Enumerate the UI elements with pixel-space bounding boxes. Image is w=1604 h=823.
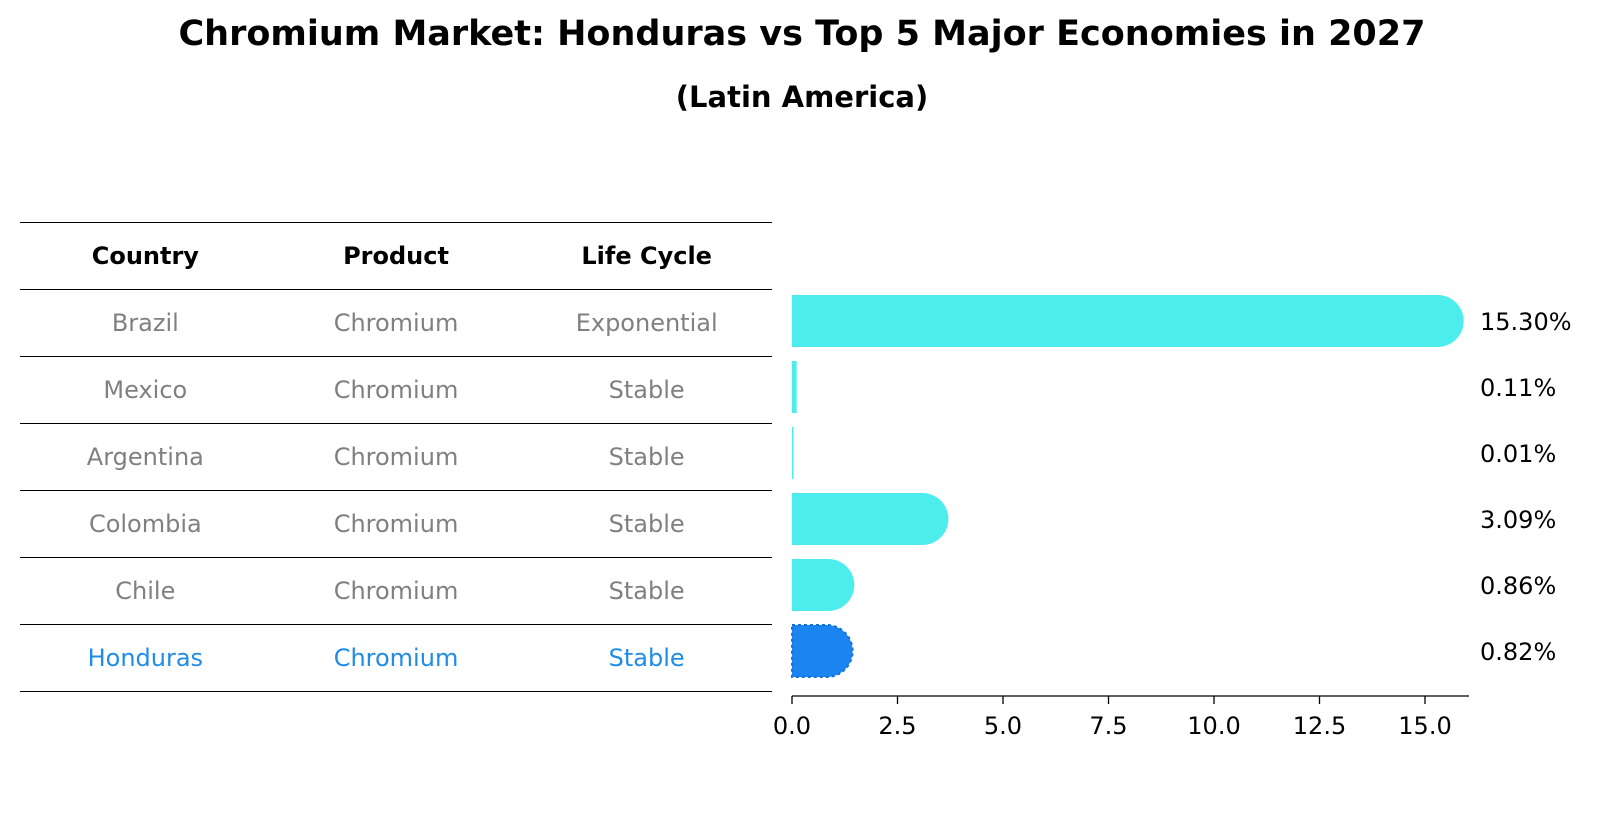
bar [792, 361, 797, 413]
cell-life-cycle: Stable [608, 376, 685, 404]
table-header-row: Country Product Life Cycle [20, 222, 772, 289]
cell-country: Mexico [103, 376, 188, 404]
value-label: 15.30% [1480, 308, 1572, 336]
cell-life-cycle: Stable [608, 644, 685, 672]
cell-product: Chromium [333, 309, 459, 337]
x-tick-label: 5.0 [984, 712, 1022, 740]
cell-product: Chromium [333, 510, 459, 538]
value-label: 0.86% [1480, 572, 1556, 600]
table-row: Brazil Chromium Exponential [20, 289, 772, 356]
x-tick-label: 10.0 [1187, 712, 1240, 740]
cell-country: Argentina [86, 443, 204, 471]
chart-title: Chromium Market: Honduras vs Top 5 Major… [178, 14, 1426, 54]
value-label: 0.11% [1480, 374, 1556, 402]
value-label: 0.82% [1480, 638, 1556, 666]
cell-country: Chile [115, 577, 176, 605]
table-row: Argentina Chromium Stable [20, 423, 772, 490]
cell-life-cycle: Exponential [575, 309, 718, 337]
cell-product: Chromium [333, 577, 459, 605]
data-table: Country Product Life Cycle Brazil Chromi… [20, 222, 772, 692]
cell-country: Brazil [111, 309, 179, 337]
table-row: Chile Chromium Stable [20, 557, 772, 624]
bar [792, 295, 1464, 347]
table-row: Colombia Chromium Stable [20, 490, 772, 557]
value-label: 3.09% [1480, 506, 1556, 534]
value-label: 0.01% [1480, 440, 1556, 468]
bar [792, 559, 855, 611]
bar-highlighted [791, 624, 854, 678]
table-row: Mexico Chromium Stable [20, 356, 772, 423]
cell-product: Chromium [333, 376, 459, 404]
x-tick-label: 12.5 [1293, 712, 1346, 740]
cell-product: Chromium [333, 443, 459, 471]
bar [792, 427, 794, 479]
table-row-highlighted: Honduras Chromium Stable [20, 624, 772, 692]
cell-country: Colombia [88, 510, 202, 538]
cell-life-cycle: Stable [608, 443, 685, 471]
header-life-cycle: Life Cycle [581, 242, 712, 270]
x-tick-label: 0.0 [773, 712, 811, 740]
x-tick-label: 2.5 [878, 712, 916, 740]
header-product: Product [343, 242, 449, 270]
header-country: Country [91, 242, 199, 270]
cell-country: Honduras [87, 644, 204, 672]
cell-life-cycle: Stable [608, 577, 685, 605]
x-tick-label: 7.5 [1089, 712, 1127, 740]
chart-subtitle: (Latin America) [675, 80, 929, 114]
bar [792, 493, 949, 545]
cell-product: Chromium [333, 644, 459, 672]
x-tick-label: 15.0 [1398, 712, 1451, 740]
cell-life-cycle: Stable [608, 510, 685, 538]
